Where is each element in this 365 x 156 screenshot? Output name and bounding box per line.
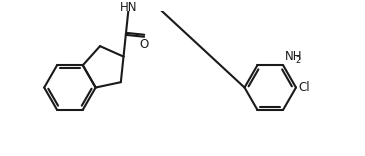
Text: O: O xyxy=(140,38,149,51)
Text: HN: HN xyxy=(120,1,138,14)
Text: NH: NH xyxy=(285,50,303,63)
Text: Cl: Cl xyxy=(299,81,310,94)
Text: 2: 2 xyxy=(295,56,300,65)
